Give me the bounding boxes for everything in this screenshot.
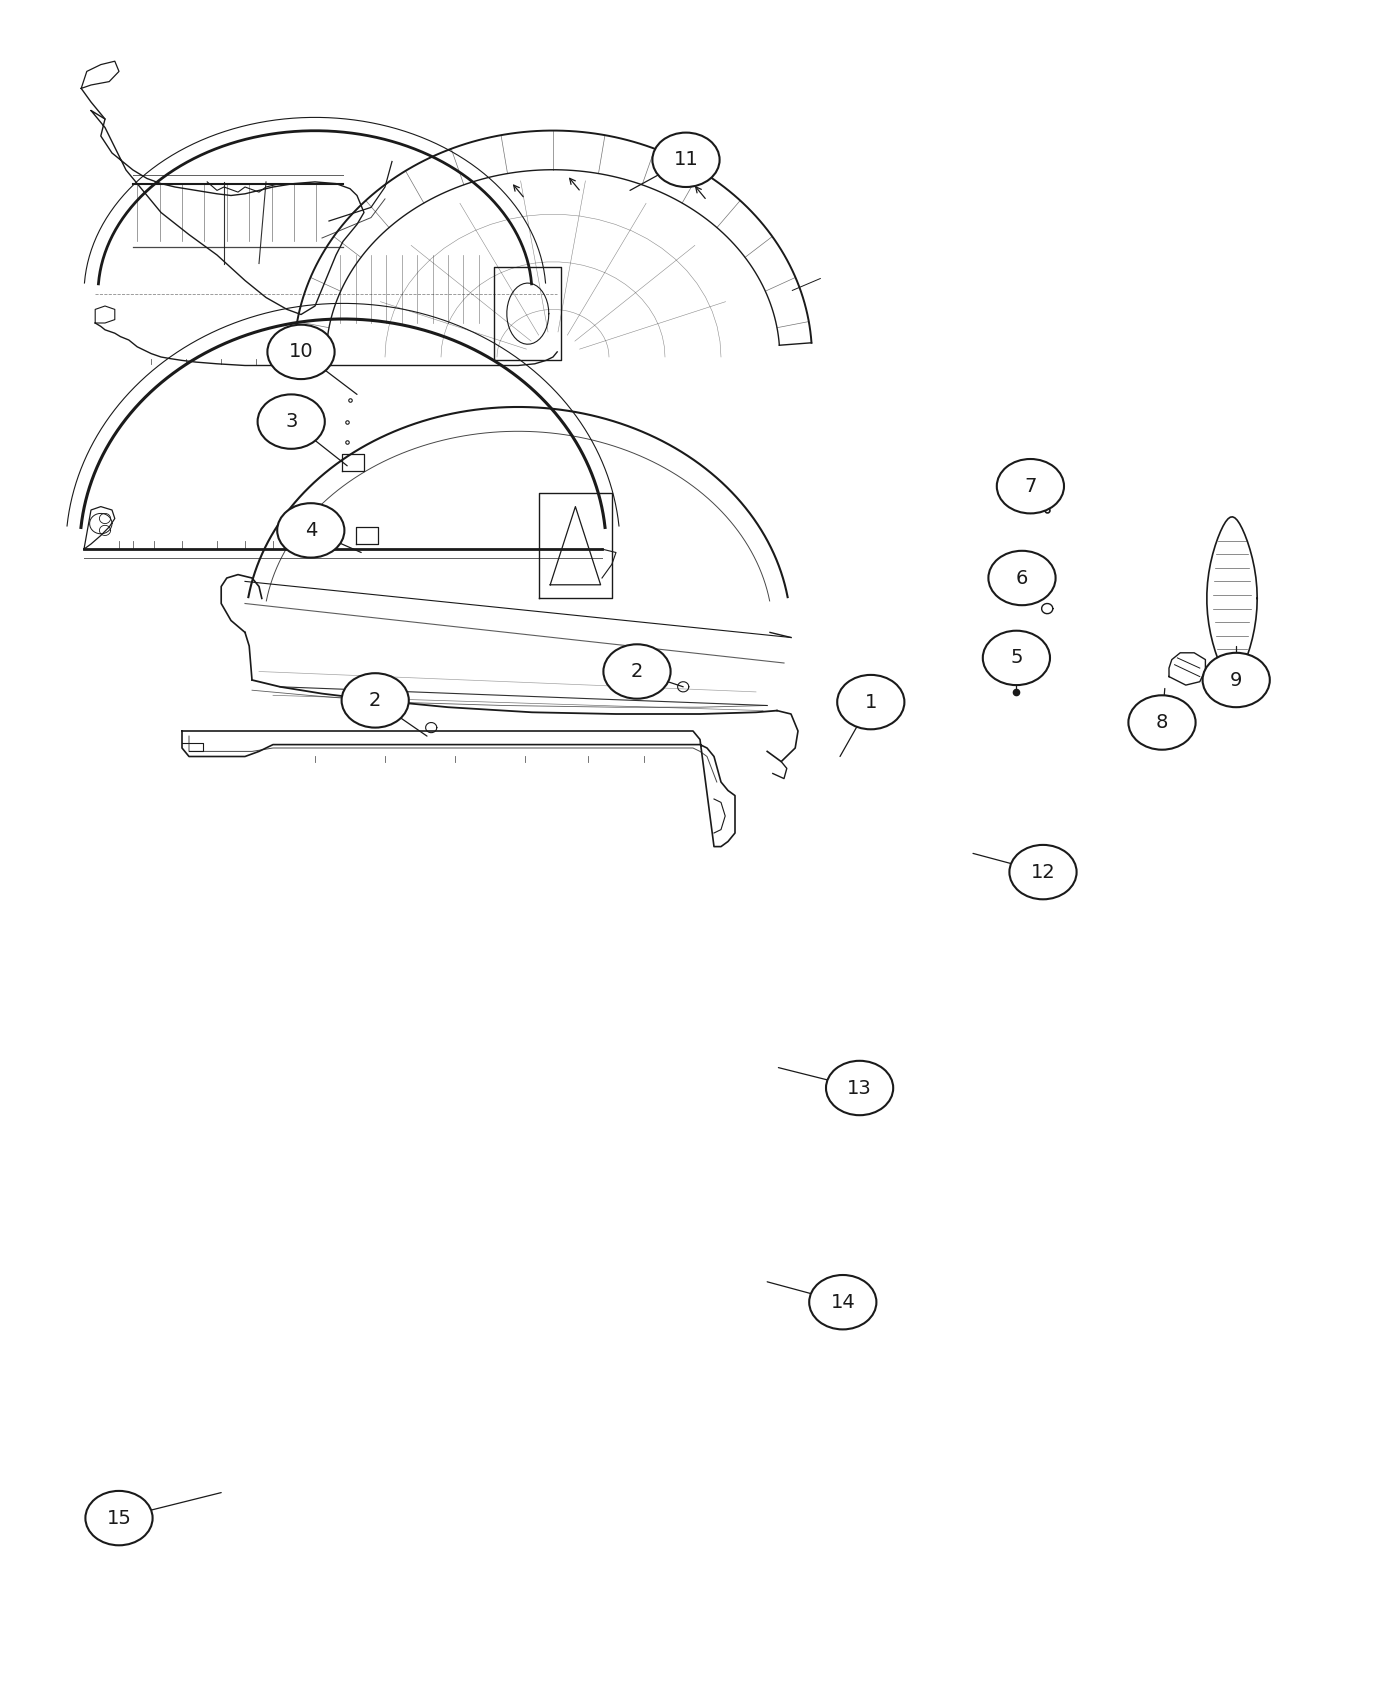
Ellipse shape	[1203, 653, 1270, 707]
Ellipse shape	[997, 459, 1064, 513]
Text: 12: 12	[1030, 862, 1056, 882]
Ellipse shape	[277, 503, 344, 558]
Text: 4: 4	[305, 520, 316, 541]
Text: 5: 5	[1011, 648, 1022, 668]
Text: 2: 2	[631, 661, 643, 682]
Text: 13: 13	[847, 1078, 872, 1098]
Ellipse shape	[603, 644, 671, 699]
Ellipse shape	[988, 551, 1056, 605]
Ellipse shape	[258, 394, 325, 449]
Ellipse shape	[85, 1491, 153, 1545]
Text: 8: 8	[1156, 712, 1168, 733]
Ellipse shape	[809, 1275, 876, 1329]
Ellipse shape	[826, 1061, 893, 1115]
Text: 10: 10	[288, 342, 314, 362]
Ellipse shape	[342, 673, 409, 728]
Text: 9: 9	[1231, 670, 1242, 690]
Ellipse shape	[1128, 695, 1196, 750]
Ellipse shape	[1009, 845, 1077, 899]
Ellipse shape	[837, 675, 904, 729]
Text: 11: 11	[673, 150, 699, 170]
Ellipse shape	[652, 133, 720, 187]
Text: 1: 1	[865, 692, 876, 712]
Text: 15: 15	[106, 1508, 132, 1528]
Text: 6: 6	[1016, 568, 1028, 588]
Text: 14: 14	[830, 1292, 855, 1312]
Text: 2: 2	[370, 690, 381, 711]
Ellipse shape	[983, 631, 1050, 685]
Text: 3: 3	[286, 411, 297, 432]
Text: 7: 7	[1025, 476, 1036, 496]
Ellipse shape	[267, 325, 335, 379]
